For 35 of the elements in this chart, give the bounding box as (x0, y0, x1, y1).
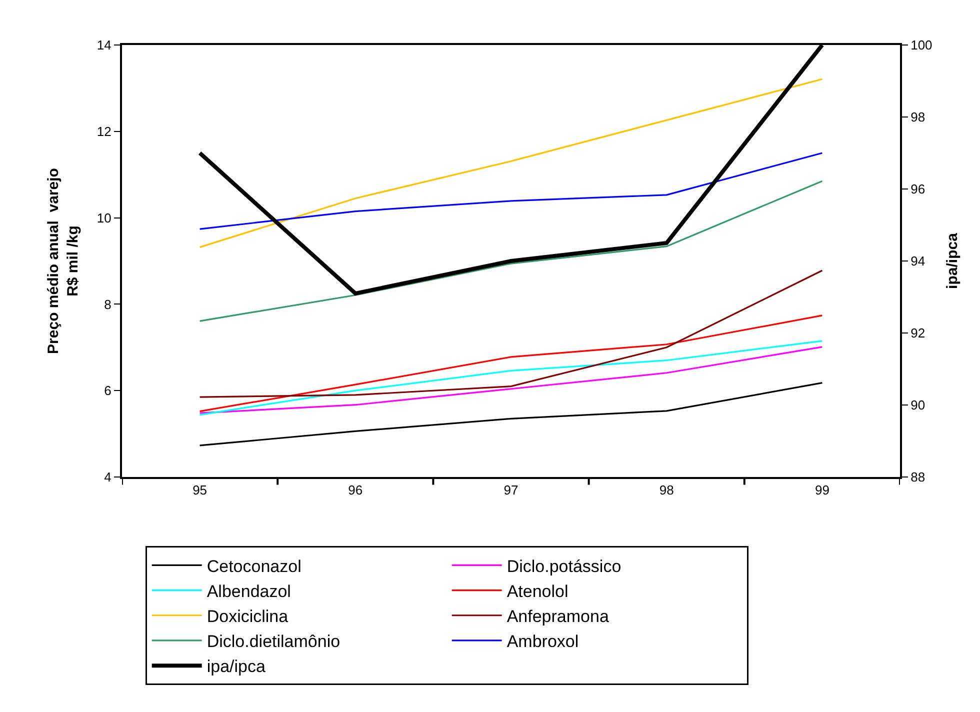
y-tick-label: 12 (96, 124, 112, 139)
x-tick-label: 96 (348, 482, 363, 498)
legend-label: Anfepramona (506, 607, 610, 626)
line-series (199, 314, 823, 412)
x-tick-label: 95 (192, 482, 208, 498)
y-tick-label: 10 (96, 210, 112, 226)
legend-label: Cetoconazol (206, 556, 302, 576)
y-axis-title: Preço médio anual varejo R$ mil /kg (45, 168, 82, 354)
line-series (199, 152, 823, 230)
x-tick-label: 98 (659, 482, 674, 498)
line-series (199, 270, 823, 398)
line-series (199, 180, 823, 322)
y2-tick-label: 94 (910, 254, 926, 269)
line-series (199, 78, 823, 248)
y2-tick-label: 96 (910, 182, 926, 197)
legend-label: Doxiciclina (206, 607, 289, 626)
y2-tick-label: 92 (910, 326, 926, 341)
legend-label: Albendazol (206, 582, 291, 601)
y-tick-label: 4 (104, 470, 112, 485)
legend-label: ipa/ipca (206, 657, 266, 676)
y2-axis-title: ipa/ipca (944, 232, 961, 289)
y2-tick-label: 90 (910, 398, 926, 413)
line-series (199, 382, 823, 446)
x-tick-label: 99 (814, 482, 830, 498)
y2-tick-label: 100 (910, 38, 932, 53)
y-tick-label: 6 (104, 383, 112, 398)
legend-label: Ambroxol (506, 632, 579, 652)
legend-label: Diclo.potássico (506, 556, 622, 576)
x-tick-label: 97 (504, 482, 518, 498)
y2-tick-label: 88 (910, 470, 926, 485)
y-tick-label: 14 (96, 38, 112, 53)
y-tick-label: 8 (104, 296, 112, 312)
legend-label: Atenolol (506, 582, 568, 601)
legend-label: Diclo.dietilamônio (206, 632, 340, 652)
y2-tick-label: 98 (910, 110, 926, 125)
